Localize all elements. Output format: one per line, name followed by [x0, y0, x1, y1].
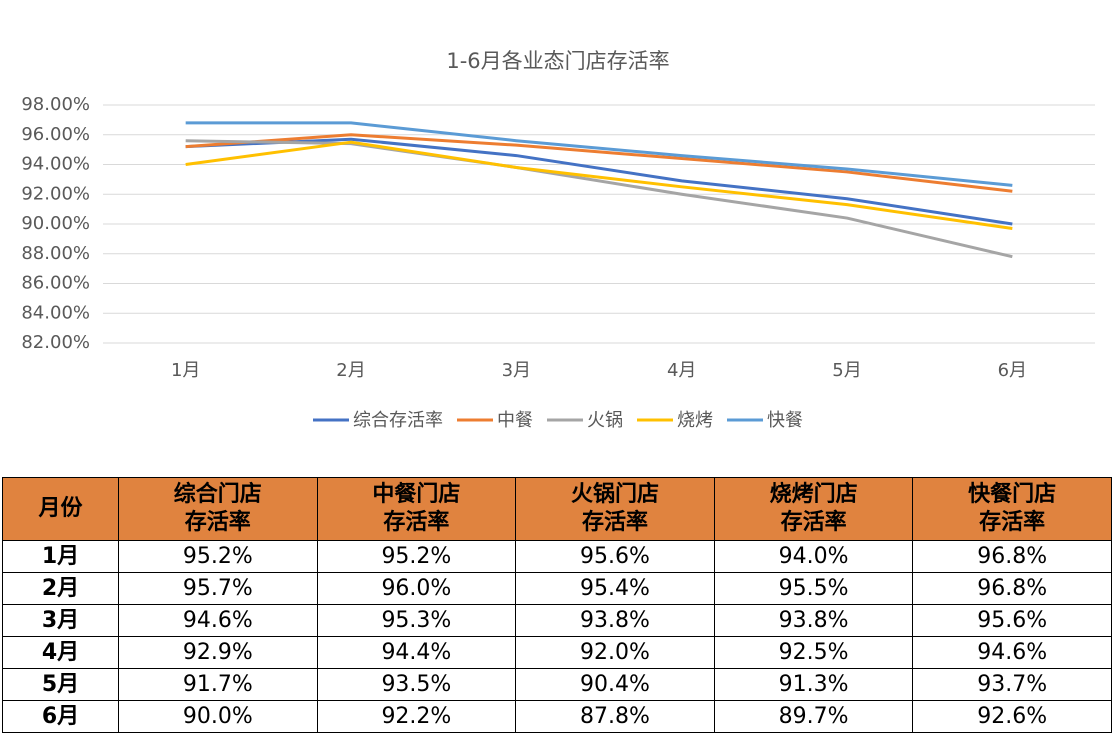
y-tick-label: 88.00%: [21, 243, 90, 264]
series-line: [185, 137, 1013, 226]
table-cell: 94.6%: [118, 604, 318, 637]
table-cell: 91.7%: [118, 668, 318, 701]
table-cell: 94.0%: [713, 540, 914, 573]
legend-label: 烧烤: [677, 410, 713, 431]
table-row: 1月 95.2% 95.2% 95.6% 94.0% 96.8%: [2, 540, 1112, 573]
table-cell: 95.7%: [118, 572, 318, 605]
table-row: 2月 95.7% 96.0% 95.4% 95.5% 96.8%: [2, 572, 1112, 605]
table-cell: 95.3%: [316, 604, 517, 637]
table-cell: 96.0%: [316, 572, 517, 605]
table-cell: 94.4%: [316, 636, 517, 669]
table-cell: 92.9%: [118, 636, 318, 669]
table-cell: 6月: [2, 700, 119, 733]
y-tick-label: 82.00%: [21, 332, 90, 353]
table-row: 5月 91.7% 93.5% 90.4% 91.3% 93.7%: [2, 668, 1112, 701]
table-cell: 96.8%: [912, 572, 1112, 605]
table-cell: 3月: [2, 604, 119, 637]
header-text: 烧烤门店存活率: [769, 482, 858, 535]
header-text: 月份: [38, 496, 83, 521]
series-line: [185, 133, 1013, 193]
table-cell: 5月: [2, 668, 119, 701]
table-cell: 89.7%: [713, 700, 914, 733]
header-text: 中餐门店存活率: [372, 482, 461, 535]
legend-label: 综合存活率: [353, 410, 443, 431]
x-tick-label: 3月: [502, 360, 531, 381]
table-cell: 92.2%: [316, 700, 517, 733]
table-cell: 92.5%: [713, 636, 914, 669]
table-cell: 93.8%: [713, 604, 914, 637]
header-text: 综合门店存活率: [173, 482, 262, 535]
data-table: 月份 综合门店存活率 中餐门店存活率 火锅门店存活率 烧烤门店存活率 快餐门店存活率 1月 9…: [2, 477, 1112, 733]
table-cell: 95.6%: [912, 604, 1112, 637]
x-tick-label: 6月: [998, 360, 1027, 381]
x-tick-label: 1月: [171, 360, 200, 381]
series-line: [185, 139, 1013, 259]
x-tick-label: 4月: [667, 360, 696, 381]
table-cell: 1月: [2, 540, 119, 573]
table-cell: 95.2%: [316, 540, 517, 573]
y-tick-label: 94.00%: [21, 154, 90, 175]
header-text: 快餐门店存活率: [968, 482, 1057, 535]
header-cell: 烧烤门店存活率: [713, 477, 914, 541]
header-cell: 快餐门店存活率: [912, 477, 1112, 541]
y-tick-label: 98.00%: [21, 94, 90, 115]
x-tick-label: 5月: [832, 360, 861, 381]
legend-label: 火锅: [587, 410, 623, 431]
chart-title: 1-6月各业态门店存活率: [446, 49, 669, 73]
table-cell: 4月: [2, 636, 119, 669]
table-cell: 91.3%: [713, 668, 914, 701]
series-line: [185, 140, 1013, 230]
y-tick-label: 86.00%: [21, 273, 90, 294]
header-cell: 火锅门店存活率: [515, 477, 715, 541]
table-cell: 94.6%: [912, 636, 1112, 669]
table-row: 6月 90.0% 92.2% 87.8% 89.7% 92.6%: [2, 700, 1112, 733]
table-cell: 95.6%: [515, 540, 715, 573]
y-tick-label: 96.00%: [21, 124, 90, 145]
y-tick-label: 90.00%: [21, 213, 90, 234]
header-cell: 综合门店存活率: [118, 477, 318, 541]
table-cell: 92.6%: [912, 700, 1112, 733]
table-cell: 92.0%: [515, 636, 715, 669]
y-tick-label: 92.00%: [21, 183, 90, 204]
y-tick-label: 84.00%: [21, 302, 90, 323]
table-cell: 2月: [2, 572, 119, 605]
table-row: 3月 94.6% 95.3% 93.8% 93.8% 95.6%: [2, 604, 1112, 637]
table-row: 4月 92.9% 94.4% 92.0% 92.5% 94.6%: [2, 636, 1112, 669]
legend-label: 快餐: [767, 410, 803, 431]
header-text: 火锅门店存活率: [570, 482, 659, 535]
table-cell: 93.7%: [912, 668, 1112, 701]
table-cell: 87.8%: [515, 700, 715, 733]
series-line: [185, 121, 1013, 187]
header-row: 月份 综合门店存活率 中餐门店存活率 火锅门店存活率 烧烤门店存活率 快餐门店存活率: [2, 477, 1112, 541]
legend-label: 中餐: [497, 410, 533, 431]
header-cell: 中餐门店存活率: [316, 477, 517, 541]
table-cell: 95.2%: [118, 540, 318, 573]
table-cell: 93.5%: [316, 668, 517, 701]
table-cell: 95.5%: [713, 572, 914, 605]
header-cell: 月份: [2, 477, 119, 541]
table-cell: 90.4%: [515, 668, 715, 701]
chart: 1-6月各业态门店存活率 82.00% 84.00% 86.00% 88.00% 90.…: [21, 49, 1095, 431]
table-cell: 93.8%: [515, 604, 715, 637]
table-cell: 95.4%: [515, 572, 715, 605]
table-cell: 96.8%: [912, 540, 1112, 573]
table-body: 1月 95.2% 95.2% 95.6% 94.0% 96.8% 2月 95.7% 96.0% 9…: [2, 540, 1112, 733]
table-cell: 90.0%: [118, 700, 318, 733]
x-tick-label: 2月: [336, 360, 365, 381]
